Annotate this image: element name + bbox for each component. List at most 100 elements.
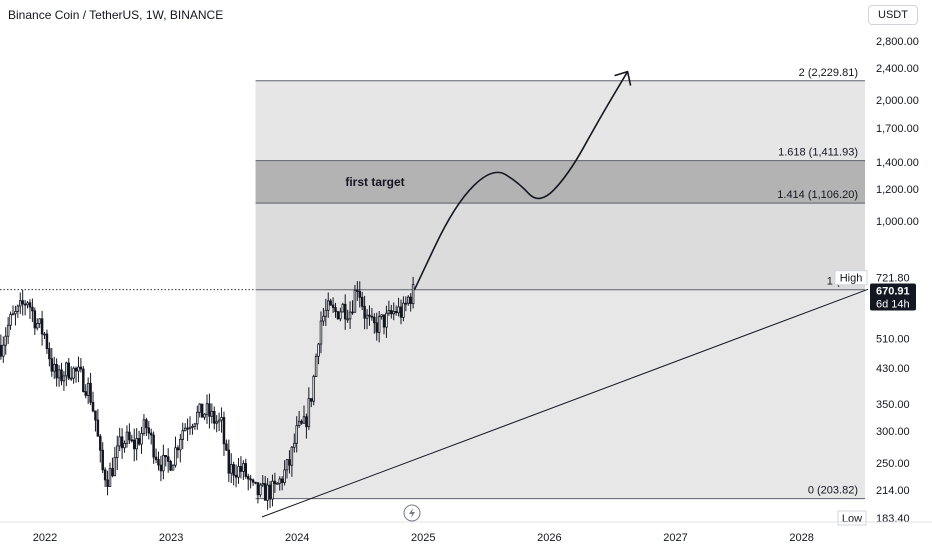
- candle-body: [237, 466, 240, 478]
- price-axis-bg: [868, 30, 932, 520]
- candle-body: [96, 419, 100, 437]
- x-tick-label: 2022: [33, 532, 57, 544]
- projection-path: [413, 71, 629, 291]
- candle-body: [31, 306, 34, 312]
- candle-body: [174, 447, 177, 466]
- candle-body: [79, 366, 83, 370]
- candle-body: [166, 456, 170, 462]
- candle-body: [390, 310, 393, 315]
- candle-body: [111, 468, 114, 477]
- candle-body: [288, 459, 291, 466]
- candle-body: [103, 469, 107, 481]
- candle-body: [225, 443, 228, 451]
- candle-body: [137, 438, 141, 445]
- candle-body: [387, 310, 391, 314]
- candle-body: [331, 304, 335, 308]
- candle-body: [222, 417, 226, 445]
- candle-body: [40, 318, 44, 335]
- candle-body: [140, 433, 143, 445]
- candle-body: [52, 364, 56, 372]
- candle-body: [48, 348, 51, 360]
- candle-body: [404, 302, 408, 305]
- candle-body: [57, 369, 61, 379]
- candle-body: [358, 291, 362, 298]
- y-tick-label: 350.00: [876, 399, 910, 411]
- candle-body: [65, 362, 68, 377]
- candle-body: [179, 439, 182, 451]
- candle-body: [326, 300, 330, 311]
- candle-body: [220, 417, 223, 421]
- candle-body: [50, 358, 54, 372]
- candle-body: [181, 430, 184, 440]
- candle-body: [208, 403, 211, 417]
- candle-body: [203, 413, 206, 418]
- fib-label-0: 0 (203.82): [808, 485, 858, 497]
- y-tick-label: 1,700.00: [876, 123, 919, 135]
- candle-body: [356, 289, 359, 292]
- candle-body: [157, 459, 160, 466]
- candle-body: [193, 423, 197, 427]
- candle-body: [35, 323, 39, 329]
- candle-body: [86, 382, 90, 396]
- candle-body: [62, 375, 66, 382]
- candle-body: [363, 305, 366, 319]
- candle-body: [256, 482, 260, 496]
- candle-body: [67, 362, 71, 379]
- candle-body: [132, 439, 136, 450]
- candle-body: [33, 310, 37, 329]
- candle-body: [280, 478, 284, 483]
- candle-body: [392, 310, 395, 315]
- candle-body: [290, 446, 294, 466]
- candle-body: [324, 309, 328, 317]
- candle-body: [293, 442, 296, 448]
- y-tick-label: 2,800.00: [876, 36, 919, 48]
- candle-body: [227, 449, 231, 474]
- low-label: Low: [842, 513, 862, 525]
- candle-body: [283, 469, 286, 483]
- candle-body: [198, 403, 201, 413]
- candle-body: [55, 364, 58, 379]
- candle-body: [254, 481, 257, 484]
- candle-body: [191, 426, 194, 428]
- candle-body: [314, 355, 318, 377]
- candle-body: [317, 343, 320, 357]
- candle-body: [246, 476, 250, 480]
- candle-body: [300, 420, 303, 424]
- candle-body: [99, 435, 102, 451]
- candle-body: [89, 382, 92, 403]
- candle-body: [84, 391, 87, 396]
- fib-label-2: 2 (2,229.81): [799, 67, 858, 79]
- candle-body: [297, 420, 301, 426]
- candle-body: [74, 367, 78, 372]
- candle-body: [43, 333, 46, 336]
- candle-body: [261, 483, 265, 486]
- current-price-badge: [870, 283, 916, 311]
- countdown: 6d 14h: [876, 299, 910, 311]
- candle-body: [407, 296, 410, 304]
- candle-body: [142, 419, 146, 434]
- candle-body: [305, 416, 308, 428]
- candle-body: [38, 318, 41, 324]
- candle-body: [370, 315, 374, 318]
- candle-body: [19, 300, 22, 307]
- candle-body: [200, 403, 204, 418]
- candle-body: [205, 403, 209, 415]
- chart-title: Binance Coin / TetherUS, 1W, BINANCE: [8, 8, 224, 22]
- x-tick-label: 2027: [663, 532, 687, 544]
- candle-body: [21, 300, 24, 305]
- candle-body: [28, 302, 32, 308]
- candle-body: [229, 464, 233, 474]
- candle-body: [343, 303, 347, 320]
- currency-selector[interactable]: USDT: [868, 5, 918, 25]
- x-tick-label: 2024: [285, 532, 309, 544]
- candle-body: [159, 464, 163, 472]
- candle-body: [6, 324, 10, 337]
- candle-body: [259, 484, 262, 496]
- candle-body: [123, 442, 126, 449]
- candle-body: [69, 377, 73, 380]
- projection-arrow-head: [614, 70, 632, 86]
- candle-body: [385, 312, 388, 328]
- candle-body: [232, 464, 235, 476]
- candle-body: [213, 410, 216, 424]
